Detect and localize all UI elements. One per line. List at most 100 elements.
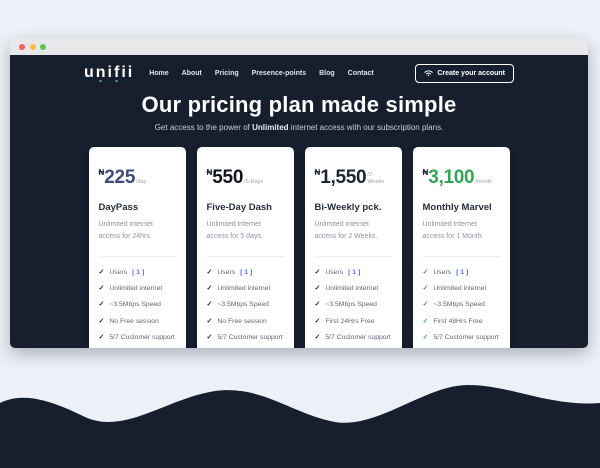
feature-item: ✓ 5/7 Customer support [99, 333, 176, 341]
nav-item-home[interactable]: Home [149, 69, 169, 77]
feature-item: ✓ ~3.5Mbps Speed [315, 300, 392, 308]
logo-green-dot-icon [99, 79, 102, 82]
check-icon: ✓ [98, 334, 105, 342]
pricing-card-monthly-marvel: ₦ 3,100 /month Monthly Marvel Unlimited … [412, 147, 510, 348]
feature-text: Unlimited internet [109, 284, 163, 292]
plan-price: ₦ 3,100 /month [423, 168, 500, 187]
plan-price: ₦ 550 /5-Days [207, 168, 284, 187]
check-icon: ✓ [314, 334, 321, 342]
feature-text: 5/7 Customer support [325, 334, 391, 342]
feature-item: ✓ Users [ 1 ] [315, 268, 392, 276]
plan-name: Monthly Marvel [422, 202, 492, 213]
check-icon: ✓ [314, 301, 321, 309]
check-icon: ✓ [422, 317, 429, 325]
pricing-card-five-day-dash: ₦ 550 /5-Days Five-Day Dash Unlimited in… [196, 147, 294, 348]
feature-text: No Free session [217, 317, 267, 325]
feature-text: 5/7 Customer support [433, 334, 499, 342]
feature-item: ✓ No Free session [207, 317, 284, 325]
check-icon: ✓ [314, 317, 321, 325]
nav-item-pricing[interactable]: Pricing [214, 69, 239, 77]
feature-text: Users [217, 268, 236, 276]
nav-item-presence-points[interactable]: Presence-points [251, 69, 307, 77]
page-subtitle: Get access to the power of Unlimited int… [84, 123, 514, 132]
plan-description: Unlimited internet access for 5 days. [206, 221, 263, 241]
naira-symbol: ₦ [314, 168, 321, 177]
feature-item: ✓ Users [ 1 ] [423, 268, 500, 276]
subtitle-prefix: Get access to the power of [154, 123, 253, 132]
feature-text: No Free session [109, 317, 159, 325]
check-icon: ✓ [314, 284, 321, 292]
plan-name: DayPass [98, 202, 139, 213]
feature-badge: [ 1 ] [456, 268, 469, 276]
check-icon: ✓ [98, 284, 105, 292]
plan-price: ₦ 1,550 /2-Weeks [315, 168, 392, 187]
check-icon: ✓ [422, 268, 429, 276]
check-icon: ✓ [314, 268, 321, 276]
naira-symbol: ₦ [206, 168, 213, 177]
feature-text: First 24Hrs Free [325, 317, 375, 325]
feature-text: Users [109, 268, 128, 276]
feature-item: ✓ Unlimited internet [99, 284, 176, 292]
pricing-cards-row: ₦ 225 /day DayPass Unlimited internet ac… [88, 147, 510, 348]
feature-text: 5/7 Customer support [217, 334, 283, 342]
feature-item: ✓ ~3.5Mbps Speed [99, 300, 176, 308]
check-icon: ✓ [206, 317, 213, 325]
plan-amount: 1,550 [320, 167, 367, 188]
feature-text: ~3.5Mbps Speed [109, 301, 161, 309]
plan-feature-list: ✓ Users [ 1 ] ✓ Unlimited internet ✓ ~3.5Mbp… [314, 255, 392, 341]
pricing-card-daypass: ₦ 225 /day DayPass Unlimited internet ac… [88, 147, 186, 348]
plan-description: Unlimited internet access for 1 Month. [422, 221, 484, 241]
naira-symbol: ₦ [98, 168, 105, 177]
feature-text: Users [325, 268, 344, 276]
feature-text: ~3.5Mbps Speed [217, 301, 269, 309]
nav-item-blog[interactable]: Blog [319, 69, 335, 77]
plan-period: /5-Days [244, 179, 264, 186]
feature-badge: [ 1 ] [348, 268, 361, 276]
wave-decoration [0, 385, 600, 468]
maximize-window-icon[interactable] [40, 43, 46, 50]
feature-item: ✓ Unlimited internet [207, 284, 284, 292]
minimize-window-icon[interactable] [29, 43, 36, 50]
nav-menu: Home About Pricing Presence-points Blog … [149, 70, 374, 77]
feature-item: ✓ 5/7 Customer support [315, 333, 392, 341]
feature-badge: [ 1 ] [132, 268, 145, 276]
feature-item: ✓ ~3.5Mbps Speed [423, 300, 500, 308]
page-title: Our pricing plan made simple [141, 92, 457, 117]
plan-amount: 225 [104, 167, 136, 188]
logo[interactable]: unifii [84, 64, 135, 82]
check-icon: ✓ [422, 334, 429, 342]
plan-amount: 3,100 [428, 167, 475, 188]
plan-feature-list: ✓ Users [ 1 ] ✓ Unlimited internet ✓ ~3.5Mbp… [422, 255, 500, 341]
plan-period: /day [136, 179, 147, 186]
feature-item: ✓ First 24Hrs Free [315, 317, 392, 325]
feature-item: ✓ Users [ 1 ] [99, 268, 176, 276]
hero-section: Our pricing plan made simple Get access … [84, 92, 514, 132]
logo-text: unifii [84, 64, 135, 81]
nav-item-contact[interactable]: Contact [347, 69, 374, 77]
check-icon: ✓ [98, 268, 105, 276]
feature-text: ~3.5Mbps Speed [433, 301, 485, 309]
nav-item-about[interactable]: About [181, 69, 202, 77]
plan-period: /month [475, 179, 493, 186]
create-account-button[interactable]: Create your account [415, 63, 514, 83]
plan-name: Bi-Weekly pck. [314, 202, 382, 213]
check-icon: ✓ [206, 334, 213, 342]
logo-green-dot-icon [115, 79, 118, 82]
feature-text: Unlimited internet [217, 284, 271, 292]
plan-feature-list: ✓ Users [ 1 ] ✓ Unlimited internet ✓ ~3.5Mbp… [98, 255, 176, 341]
feature-item: ✓ ~3.5Mbps Speed [207, 300, 284, 308]
top-navigation: unifii Home About Pricing Presence-point… [84, 55, 514, 85]
feature-item: ✓ Unlimited internet [423, 284, 500, 292]
check-icon: ✓ [206, 301, 213, 309]
subtitle-suffix: internet access with our subscription pl… [288, 123, 444, 132]
feature-text: Unlimited internet [433, 284, 487, 292]
feature-text: First 48Hrs Free [433, 317, 483, 325]
browser-window: unifii Home About Pricing Presence-point… [10, 38, 588, 348]
check-icon: ✓ [422, 284, 429, 292]
plan-description: Unlimited internet access for 2 Weeks. [314, 221, 378, 241]
plan-feature-list: ✓ Users [ 1 ] ✓ Unlimited internet ✓ ~3.5Mbp… [206, 255, 284, 342]
close-window-icon[interactable] [19, 43, 25, 50]
feature-item: ✓ 5/7 Customer support [423, 333, 500, 341]
window-titlebar [10, 38, 588, 55]
plan-name: Five-Day Dash [206, 202, 272, 213]
